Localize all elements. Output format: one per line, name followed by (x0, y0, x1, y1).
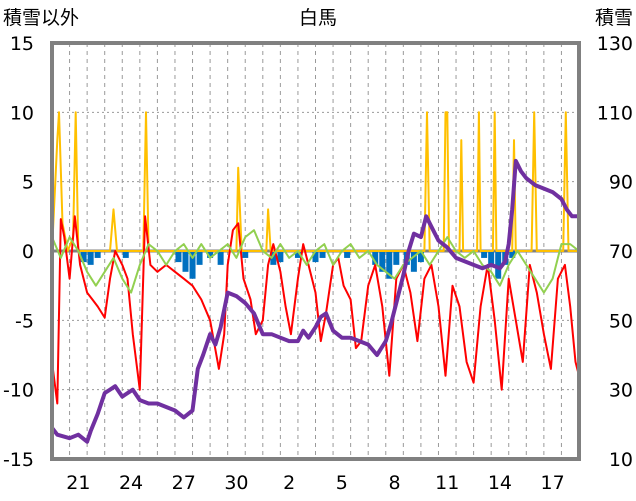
bar (488, 251, 495, 265)
right-tick-label: 10 (609, 449, 633, 471)
bar (393, 251, 400, 265)
bar (410, 251, 417, 272)
right-tick-label: 110 (597, 102, 633, 124)
right-tick-label: 30 (609, 380, 633, 402)
bar (217, 251, 224, 265)
bar (495, 251, 502, 279)
series-line-temperature (51, 215, 580, 405)
chart-title: 白馬 (299, 7, 337, 29)
x-tick-label: 2 (283, 472, 295, 494)
x-tick-label: 8 (389, 472, 401, 494)
bar (344, 251, 351, 258)
bar (270, 251, 277, 265)
x-tick-label: 5 (336, 472, 348, 494)
left-tick-label: -5 (15, 310, 34, 332)
x-tick-label: 24 (119, 472, 143, 494)
bar (379, 251, 386, 272)
bar (182, 251, 189, 272)
x-tick-label: 21 (66, 472, 90, 494)
x-tick-label: 17 (541, 472, 565, 494)
left-axis-label: 積雪以外 (3, 7, 79, 29)
right-axis-label: 積雪 (595, 7, 633, 29)
bar (481, 251, 488, 258)
x-tick-label: 30 (224, 472, 248, 494)
bar (175, 251, 182, 263)
series-line-sunshine_like (51, 229, 580, 294)
bar (242, 251, 249, 258)
left-tick-label: 5 (22, 172, 34, 194)
bar (207, 251, 214, 258)
left-tick-label: 0 (22, 241, 34, 263)
bar (189, 251, 196, 279)
right-tick-label: 130 (597, 33, 633, 55)
bar (386, 251, 393, 279)
x-tick-label: 14 (488, 472, 512, 494)
bar (372, 251, 379, 265)
x-tick-label: 27 (172, 472, 196, 494)
left-axis: 15 10 5 0 -5 -10 -15 (3, 33, 34, 471)
bar (122, 251, 129, 258)
bar (294, 251, 301, 258)
left-tick-label: 10 (10, 102, 34, 124)
right-tick-label: 90 (609, 172, 633, 194)
bar (94, 251, 101, 258)
right-tick-label: 50 (609, 310, 633, 332)
x-axis: 21 24 27 30 2 5 8 11 14 17 (66, 472, 564, 494)
bar (417, 251, 424, 263)
bar (87, 251, 94, 265)
bar (196, 251, 203, 265)
bar (312, 251, 319, 263)
bar (319, 251, 326, 258)
right-tick-label: 70 (609, 241, 633, 263)
plot-frame (50, 41, 581, 461)
bar (80, 251, 87, 263)
left-tick-label: -10 (3, 380, 34, 402)
bar (509, 251, 516, 258)
line-series (50, 111, 580, 444)
x-tick-label: 11 (435, 472, 459, 494)
series-line-snow_depth (50, 158, 579, 444)
right-axis: 130 110 90 70 50 30 10 (597, 33, 633, 471)
left-tick-label: 15 (10, 33, 34, 55)
bar (277, 251, 284, 263)
left-tick-label: -15 (3, 449, 34, 471)
